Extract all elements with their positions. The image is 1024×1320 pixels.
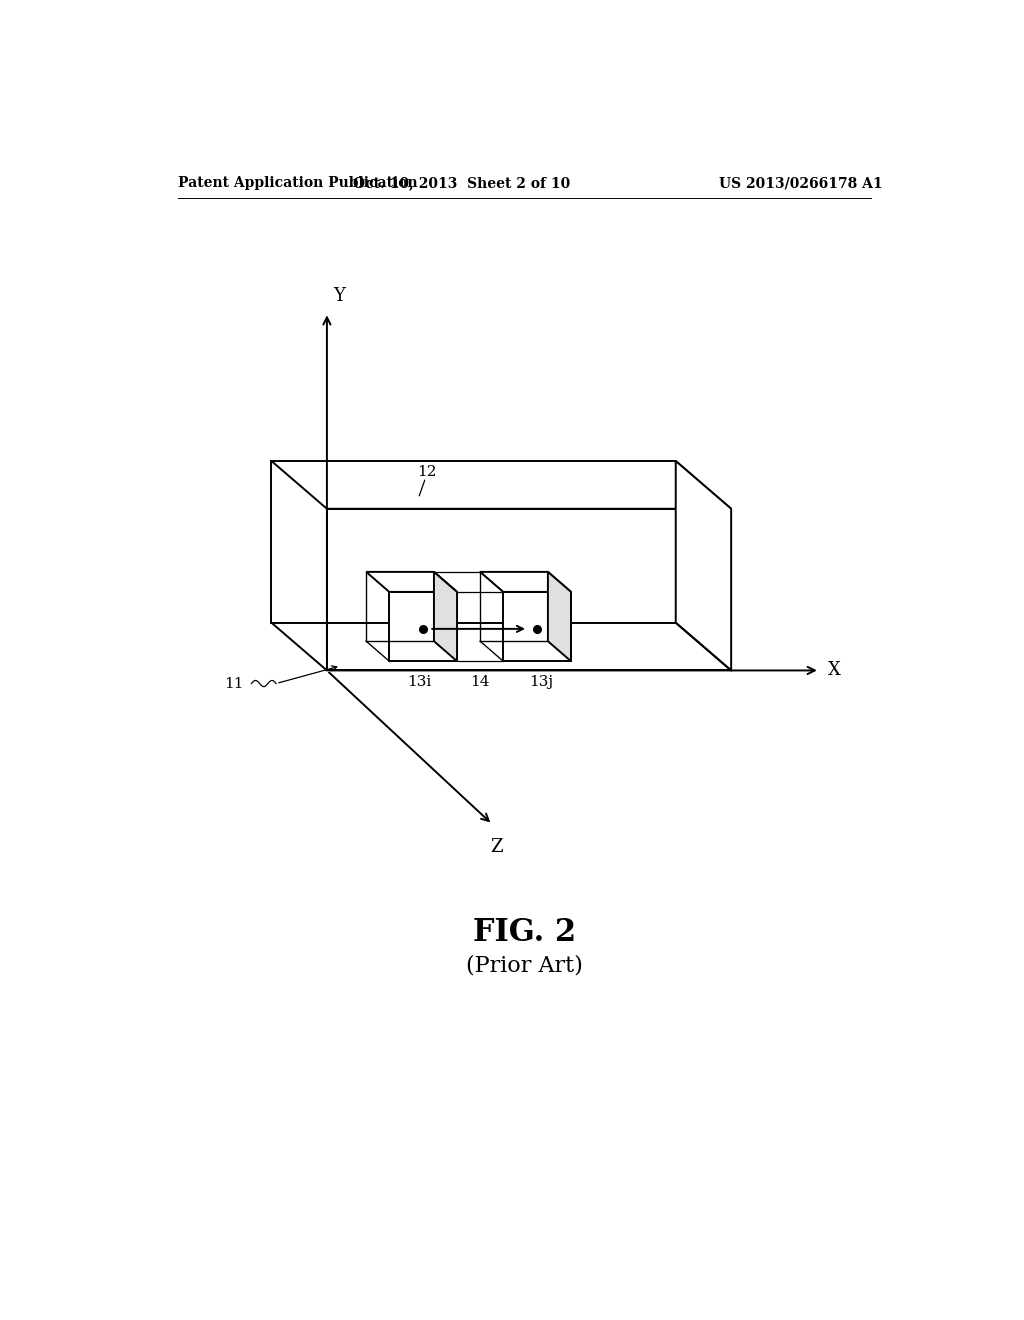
Text: Oct. 10, 2013  Sheet 2 of 10: Oct. 10, 2013 Sheet 2 of 10 xyxy=(353,176,570,190)
Polygon shape xyxy=(548,572,571,661)
Text: Y: Y xyxy=(333,286,345,305)
Polygon shape xyxy=(367,572,457,591)
Polygon shape xyxy=(503,591,571,661)
Text: 11: 11 xyxy=(224,677,244,690)
Text: Z: Z xyxy=(490,838,503,857)
Polygon shape xyxy=(434,572,457,661)
Text: 12: 12 xyxy=(417,465,437,479)
Text: X: X xyxy=(827,661,841,680)
Polygon shape xyxy=(271,461,731,508)
Text: (Prior Art): (Prior Art) xyxy=(466,954,584,977)
Polygon shape xyxy=(480,572,571,591)
Text: 14: 14 xyxy=(470,675,489,689)
Polygon shape xyxy=(389,591,457,661)
Polygon shape xyxy=(676,461,731,671)
Polygon shape xyxy=(327,508,731,671)
Text: 13j: 13j xyxy=(529,675,553,689)
Text: US 2013/0266178 A1: US 2013/0266178 A1 xyxy=(719,176,883,190)
Text: 13i: 13i xyxy=(408,675,431,689)
Text: Patent Application Publication: Patent Application Publication xyxy=(178,176,418,190)
Text: FIG. 2: FIG. 2 xyxy=(473,917,577,948)
